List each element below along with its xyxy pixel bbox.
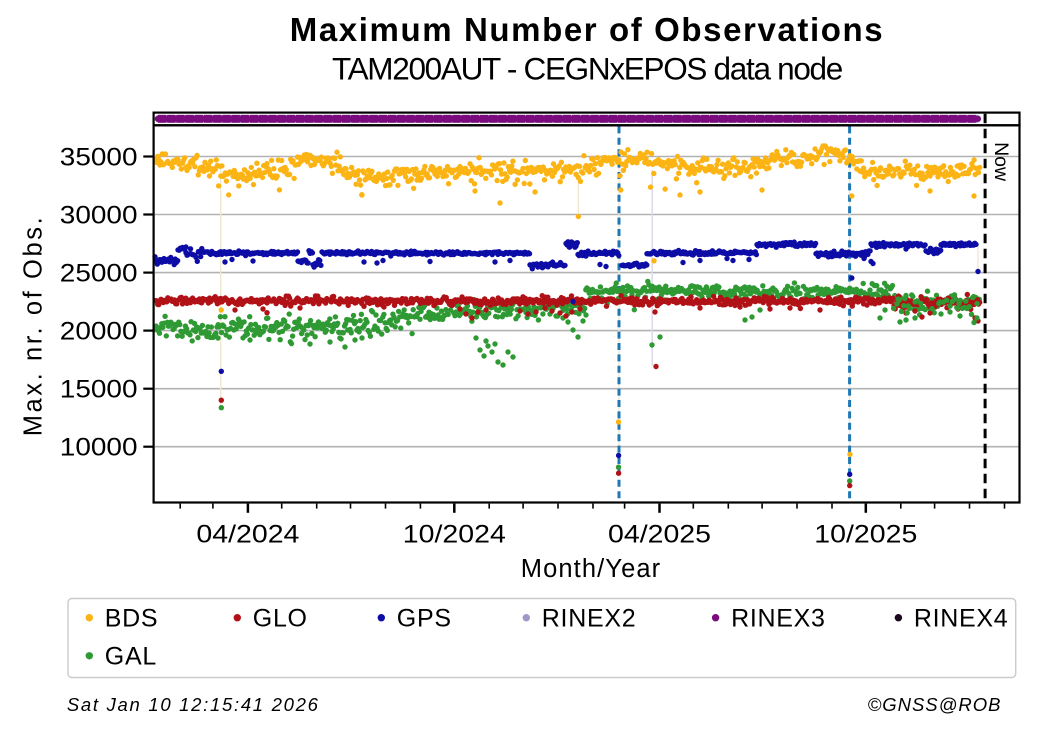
svg-text:Sat Jan 10 12:15:41 2026: Sat Jan 10 12:15:41 2026	[67, 694, 320, 715]
svg-text:30000: 30000	[60, 201, 138, 229]
svg-text:©GNSS@ROB: ©GNSS@ROB	[868, 694, 1002, 715]
svg-text:Month/Year: Month/Year	[521, 555, 661, 583]
svg-text:BDS: BDS	[105, 605, 159, 633]
svg-text:20000: 20000	[60, 317, 138, 345]
svg-text:RINEX2: RINEX2	[542, 605, 637, 633]
svg-text:10/2024: 10/2024	[403, 520, 506, 548]
svg-text:10000: 10000	[60, 433, 138, 461]
svg-text:25000: 25000	[60, 259, 138, 287]
svg-text:GPS: GPS	[397, 605, 452, 633]
svg-text:TAM200AUT - CEGNxEPOS data nod: TAM200AUT - CEGNxEPOS data node	[332, 50, 843, 86]
svg-text:15000: 15000	[60, 375, 138, 403]
svg-text:RINEX4: RINEX4	[914, 605, 1009, 633]
svg-text:04/2025: 04/2025	[608, 520, 711, 548]
svg-text:GLO: GLO	[253, 605, 308, 633]
svg-text:35000: 35000	[60, 143, 138, 171]
svg-text:Maximum Number of Observations: Maximum Number of Observations	[290, 11, 884, 48]
svg-text:Now: Now	[990, 142, 1012, 182]
svg-text:10/2025: 10/2025	[814, 520, 917, 548]
svg-text:GAL: GAL	[105, 643, 157, 671]
svg-text:04/2024: 04/2024	[196, 520, 299, 548]
svg-text:RINEX3: RINEX3	[731, 605, 826, 633]
svg-text:Max. nr. of Obs.: Max. nr. of Obs.	[20, 215, 48, 437]
